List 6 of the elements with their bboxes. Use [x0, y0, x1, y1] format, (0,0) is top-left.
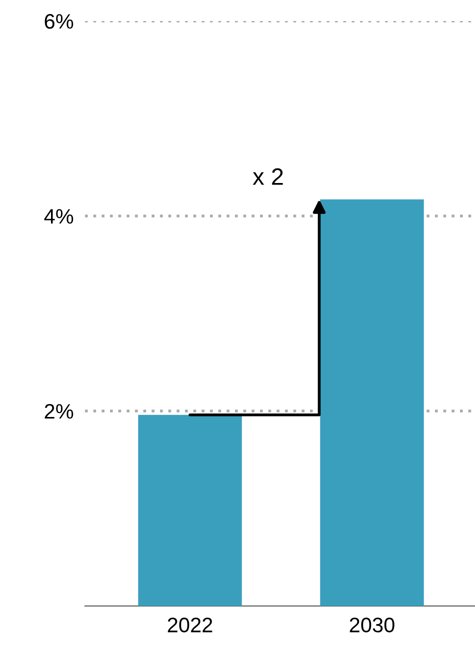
y-tick-label: 6%: [44, 14, 74, 29]
x-tick-label: 2022: [168, 618, 212, 632]
y-tick-label: 2%: [44, 404, 74, 419]
y-tick-label: 4%: [44, 209, 74, 224]
annotation: x 2: [252, 168, 283, 185]
x-tick-label: 2030: [350, 618, 394, 632]
